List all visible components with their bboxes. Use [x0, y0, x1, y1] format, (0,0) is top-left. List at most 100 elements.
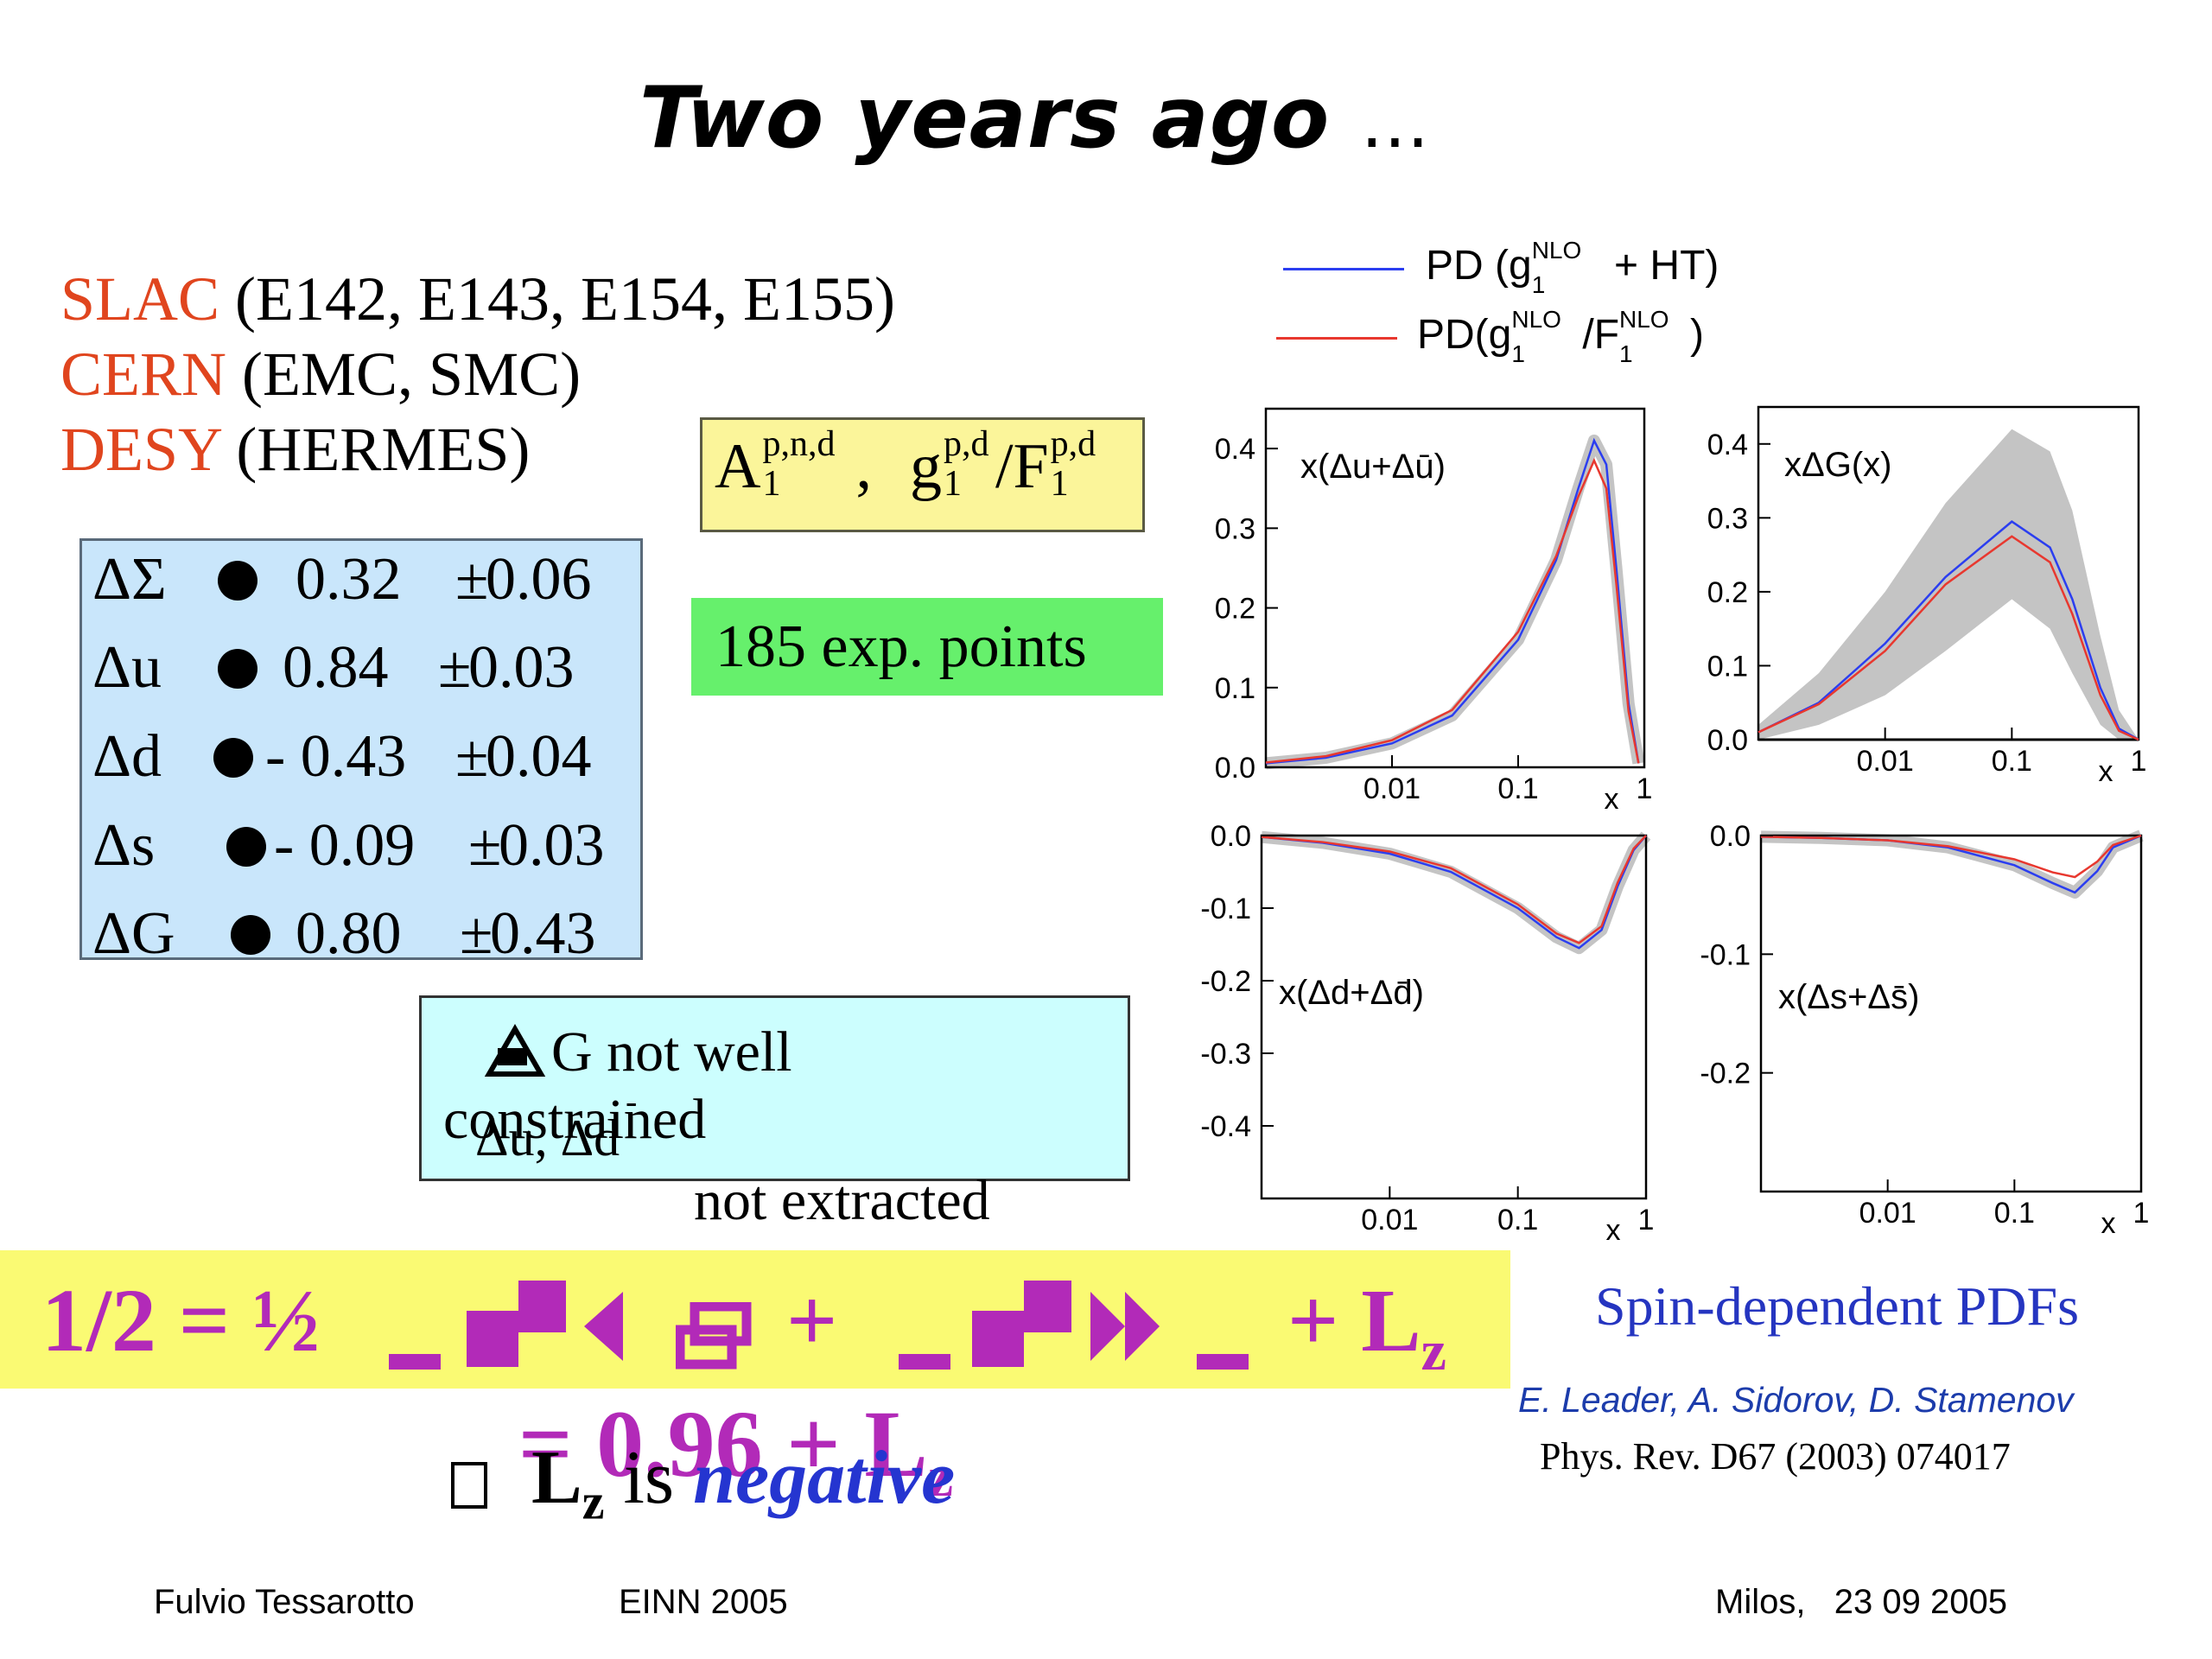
- x-tick-label: x: [1605, 783, 1619, 812]
- legend-item-1: PD (g NLO 1 + HT): [1426, 237, 1719, 298]
- legend-sup: NLO: [1619, 306, 1669, 333]
- x-tick-label: x: [2099, 755, 2113, 788]
- asym-F-sub: 1: [1050, 464, 1069, 504]
- title-text: Two years ago: [639, 69, 1331, 168]
- delta-symbol: Δd: [92, 723, 162, 790]
- delta-symbol-icon: [484, 1023, 546, 1077]
- asym-g-sup: p,d: [943, 424, 989, 464]
- delta-error: 0.43: [490, 900, 596, 967]
- asym-g: g: [909, 431, 942, 502]
- note-line3: Δu, Δd: [475, 1109, 620, 1166]
- legend-sup: NLO: [1511, 306, 1561, 333]
- lab-line-slac: SLAC (E142, E143, E154, E155): [60, 264, 895, 335]
- legend-line-red: [1276, 337, 1397, 340]
- conclusion-is: is: [623, 1436, 675, 1520]
- delta-symbol: ΔΣ: [92, 546, 167, 613]
- dash-icon: [1197, 1354, 1249, 1370]
- bullet-icon: [231, 915, 270, 955]
- footer-author: Fulvio Tessarotto: [154, 1583, 415, 1621]
- lab-line-desy: DESY (HERMES): [60, 414, 530, 486]
- plot-frame: [1759, 834, 2143, 1193]
- panel-label: x(Δs+Δs̄): [1778, 978, 1919, 1016]
- chart-panel-u: 0.4 0.3 0.2 0.1 0.0 0.01 0.1 x 1 x(Δu+Δū): [1215, 407, 1652, 812]
- exp-points-text: 185 exp. points: [715, 613, 1087, 680]
- plot-frame: [1264, 407, 1646, 769]
- y-tick-label: 0.3: [1707, 502, 1748, 535]
- asym-A: A: [715, 431, 761, 502]
- lab-org: CERN: [60, 340, 227, 409]
- x-tick-label: 0.01: [1859, 1197, 1916, 1230]
- legend-item-2: PD(g NLO 1/F NLO 1): [1417, 306, 1704, 367]
- bullet-icon: [218, 649, 257, 689]
- exp-points-box: 185 exp. points: [691, 598, 1163, 696]
- delta-value: 0.84: [283, 634, 389, 701]
- dash-icon: [899, 1354, 950, 1370]
- delta-error: 0.06: [486, 546, 592, 613]
- footer-conference: EINN 2005: [619, 1583, 788, 1621]
- y-tick-label: -0.4: [1200, 1110, 1251, 1143]
- asym-sep: ,: [855, 431, 872, 502]
- legend-sup: NLO: [1531, 237, 1582, 264]
- y-tick-label: 0.2: [1215, 593, 1255, 626]
- plusminus-icon: ±: [460, 900, 493, 967]
- x-tick-label: 1: [2131, 745, 2147, 778]
- chart-legend: PD (g NLO 1 + HT) PD(g NLO 1/F NLO 1): [1276, 237, 1819, 372]
- bullet-icon: [213, 738, 253, 778]
- series-line: [1758, 520, 2139, 741]
- x-tick-label: 0.01: [1361, 1204, 1418, 1236]
- series-line: [1265, 457, 1640, 764]
- series-line: [1261, 835, 1647, 950]
- delta-symbol: ΔG: [92, 900, 175, 967]
- x-tick-label: 0.01: [1363, 772, 1421, 805]
- y-tick-label: -0.1: [1700, 938, 1751, 971]
- delta-error: 0.03: [468, 634, 575, 701]
- y-tick-label: -0.3: [1200, 1038, 1251, 1071]
- note-line1: G not well: [551, 1020, 792, 1084]
- asym-A-sup: p,n,d: [762, 424, 836, 464]
- y-tick-label: 0.0: [1215, 752, 1255, 785]
- note-line3-bar: -: [626, 1082, 638, 1121]
- delta-value: - 0.43: [265, 723, 407, 790]
- journal-ref: Phys. Rev. D67 (2003) 074017: [1540, 1435, 2011, 1478]
- x-tick-label: x: [2101, 1207, 2116, 1240]
- chart-panel-s: 0.0 -0.1 -0.2 0.01 0.1 x 1 x(Δs+Δs̄): [1700, 820, 2150, 1240]
- x-tick-label: 0.1: [1497, 772, 1538, 805]
- error-band: [1261, 830, 1651, 955]
- left-arrow-icon: [584, 1292, 623, 1361]
- delta-symbol: Δs: [92, 812, 156, 879]
- legend-name: PD(g: [1417, 312, 1512, 358]
- bullet-icon: [218, 561, 257, 601]
- legend-sub: 1: [1531, 271, 1546, 298]
- spin-eq-sub: z: [1421, 1319, 1446, 1382]
- spin-eq-plus2: + Lz: [1287, 1269, 1446, 1384]
- legend-rest: + HT): [1602, 243, 1719, 289]
- y-tick-label: -0.2: [1700, 1058, 1751, 1090]
- plusminus-icon: ±: [468, 812, 502, 879]
- block-icon: [467, 1311, 518, 1367]
- dash-icon: [389, 1354, 441, 1370]
- delta-error: 0.04: [486, 723, 592, 790]
- series-line: [1758, 535, 2139, 741]
- panel-label: x(Δu+Δū): [1300, 448, 1446, 486]
- x-tick-label: 1: [2133, 1197, 2150, 1230]
- lab-org: DESY: [60, 415, 221, 484]
- y-tick-label: 0.1: [1215, 672, 1255, 705]
- delta-values-box: ΔΣ 0.32 ± 0.06 Δu 0.84 ± 0.03 Δd - 0.43 …: [79, 538, 643, 967]
- series-line: [1261, 835, 1647, 944]
- lab-line-cern: CERN (EMC, SMC): [60, 339, 581, 410]
- authors: E. Leader, A. Sidorov, D. Stamenov: [1518, 1380, 2074, 1420]
- spin-eq-line2-sub: z: [927, 1446, 954, 1509]
- delta-value: 0.32: [296, 546, 402, 613]
- lab-org: SLAC: [60, 264, 220, 334]
- legend-end: ): [1690, 312, 1704, 358]
- conclusion-negative: negative: [693, 1436, 956, 1520]
- y-tick-label: 0.1: [1707, 650, 1748, 683]
- plusminus-icon: ±: [438, 634, 472, 701]
- x-tick-label: 1: [1638, 1204, 1655, 1236]
- chart-panel-d: 0.0 -0.1 -0.2 -0.3 -0.4 0.01 0.1 x 1 x(Δd+Δd̄): [1200, 820, 1655, 1247]
- spin-eq-lhs: 1/2 = ½: [41, 1271, 321, 1370]
- chart-panel-g: 0.4 0.3 0.2 0.1 0.0 0.01 0.1 x 1 xΔG(x): [1707, 405, 2147, 788]
- x-tick-label: x: [1606, 1214, 1621, 1247]
